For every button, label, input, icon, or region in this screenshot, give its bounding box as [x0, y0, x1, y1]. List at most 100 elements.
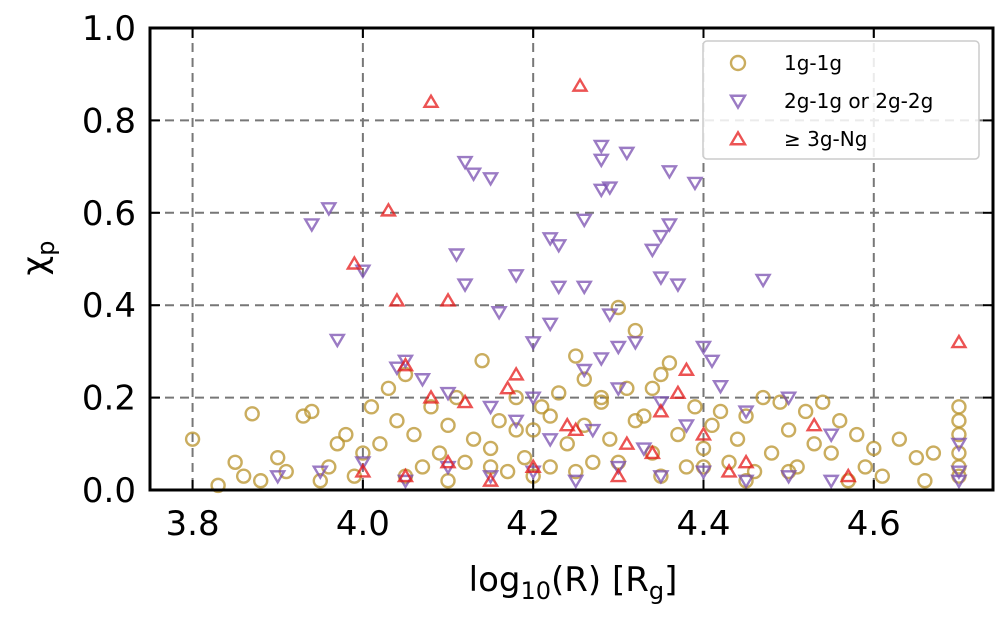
data-point: [951, 426, 967, 443]
data-point: [431, 445, 448, 461]
data-point: [635, 442, 653, 457]
data-point: [380, 380, 397, 397]
data-point: [439, 292, 457, 307]
data-point: [686, 176, 704, 192]
data-point: [694, 340, 713, 356]
data-point: [413, 373, 432, 388]
data-point: [210, 477, 226, 494]
data-point: [440, 417, 456, 434]
data-point: [508, 422, 524, 438]
data-point: [857, 459, 873, 475]
data-point: [568, 463, 584, 480]
data-point: [567, 421, 585, 437]
legend-marker: [729, 54, 747, 72]
data-point: [601, 308, 619, 323]
data-point: [712, 403, 729, 420]
data-point: [525, 422, 541, 438]
data-point: [643, 243, 661, 259]
data-point: [609, 467, 627, 483]
data-point: [839, 467, 857, 483]
data-point: [866, 440, 882, 457]
y-tick-label: 0.6: [82, 194, 136, 234]
data-point: [746, 463, 763, 480]
tick-labels: 3.8 4.0 4.2 4.4 4.6 0.0 0.2 0.4 0.6 0.8 1.0: [82, 9, 901, 544]
data-point: [950, 437, 968, 453]
data-point: [789, 459, 805, 475]
series-triangle-down: [269, 139, 968, 490]
x-tick-label: 3.8: [166, 504, 220, 544]
data-point: [406, 426, 422, 443]
x-tick-label: 4.4: [676, 504, 730, 544]
data-point: [550, 280, 568, 296]
data-point: [355, 445, 371, 461]
data-point: [619, 380, 635, 397]
data-point: [618, 435, 636, 450]
data-point: [388, 292, 406, 307]
data-point: [806, 436, 822, 452]
data-point: [311, 465, 329, 481]
data-point: [516, 449, 533, 466]
data-point: [695, 440, 712, 457]
data-point: [303, 218, 321, 233]
data-point: [652, 470, 670, 485]
data-point: [814, 394, 831, 410]
legend-marker: [728, 129, 748, 146]
data-point: [482, 400, 500, 416]
x-tick-label: 4.0: [336, 504, 390, 544]
data-point: [422, 93, 440, 108]
data-point: [439, 386, 457, 402]
data-point: [456, 393, 474, 409]
data-point: [550, 239, 568, 254]
data-point: [694, 465, 713, 481]
data-point: [524, 336, 542, 351]
data-point: [652, 402, 670, 418]
data-point: [950, 474, 968, 490]
data-point: [524, 458, 542, 473]
data-point: [396, 354, 415, 370]
data-point: [592, 153, 610, 169]
data-point: [618, 146, 636, 162]
data-point: [592, 183, 610, 199]
data-point: [891, 431, 908, 447]
data-point: [780, 391, 798, 407]
data-point: [571, 77, 589, 92]
data-point: [585, 454, 601, 470]
data-point: [925, 445, 942, 461]
data-point: [440, 473, 456, 489]
data-point: [652, 396, 670, 411]
data-point: [626, 336, 644, 351]
data-point: [354, 462, 372, 478]
data-point: [558, 416, 576, 432]
data-point: [541, 433, 559, 448]
data-point: [670, 426, 686, 443]
data-point: [320, 202, 338, 217]
data-point: [329, 436, 346, 452]
data-point: [269, 470, 287, 485]
legend-box: [702, 40, 980, 160]
data-point: [849, 426, 865, 443]
data-point: [295, 408, 311, 424]
data-point: [507, 365, 525, 381]
data-point: [687, 399, 703, 415]
data-point: [729, 431, 746, 447]
data-point: [575, 280, 593, 296]
data-point: [541, 232, 559, 247]
data-point: [491, 413, 507, 429]
data-point: [601, 181, 619, 196]
data-point: [396, 467, 415, 483]
data-point: [694, 426, 713, 441]
data-point: [704, 417, 720, 434]
data-point: [737, 405, 755, 421]
y-tick-label: 0.0: [82, 471, 136, 511]
data-point: [499, 463, 516, 480]
data-point: [396, 356, 415, 372]
data-point: [609, 382, 627, 397]
data-point: [482, 472, 500, 487]
series-circle: [184, 299, 967, 494]
data-point: [652, 271, 670, 287]
data-point: [592, 352, 610, 367]
legend-label: 2g-1g or 2g-2g: [784, 89, 933, 113]
data-point: [660, 218, 679, 233]
data-point: [312, 473, 329, 489]
